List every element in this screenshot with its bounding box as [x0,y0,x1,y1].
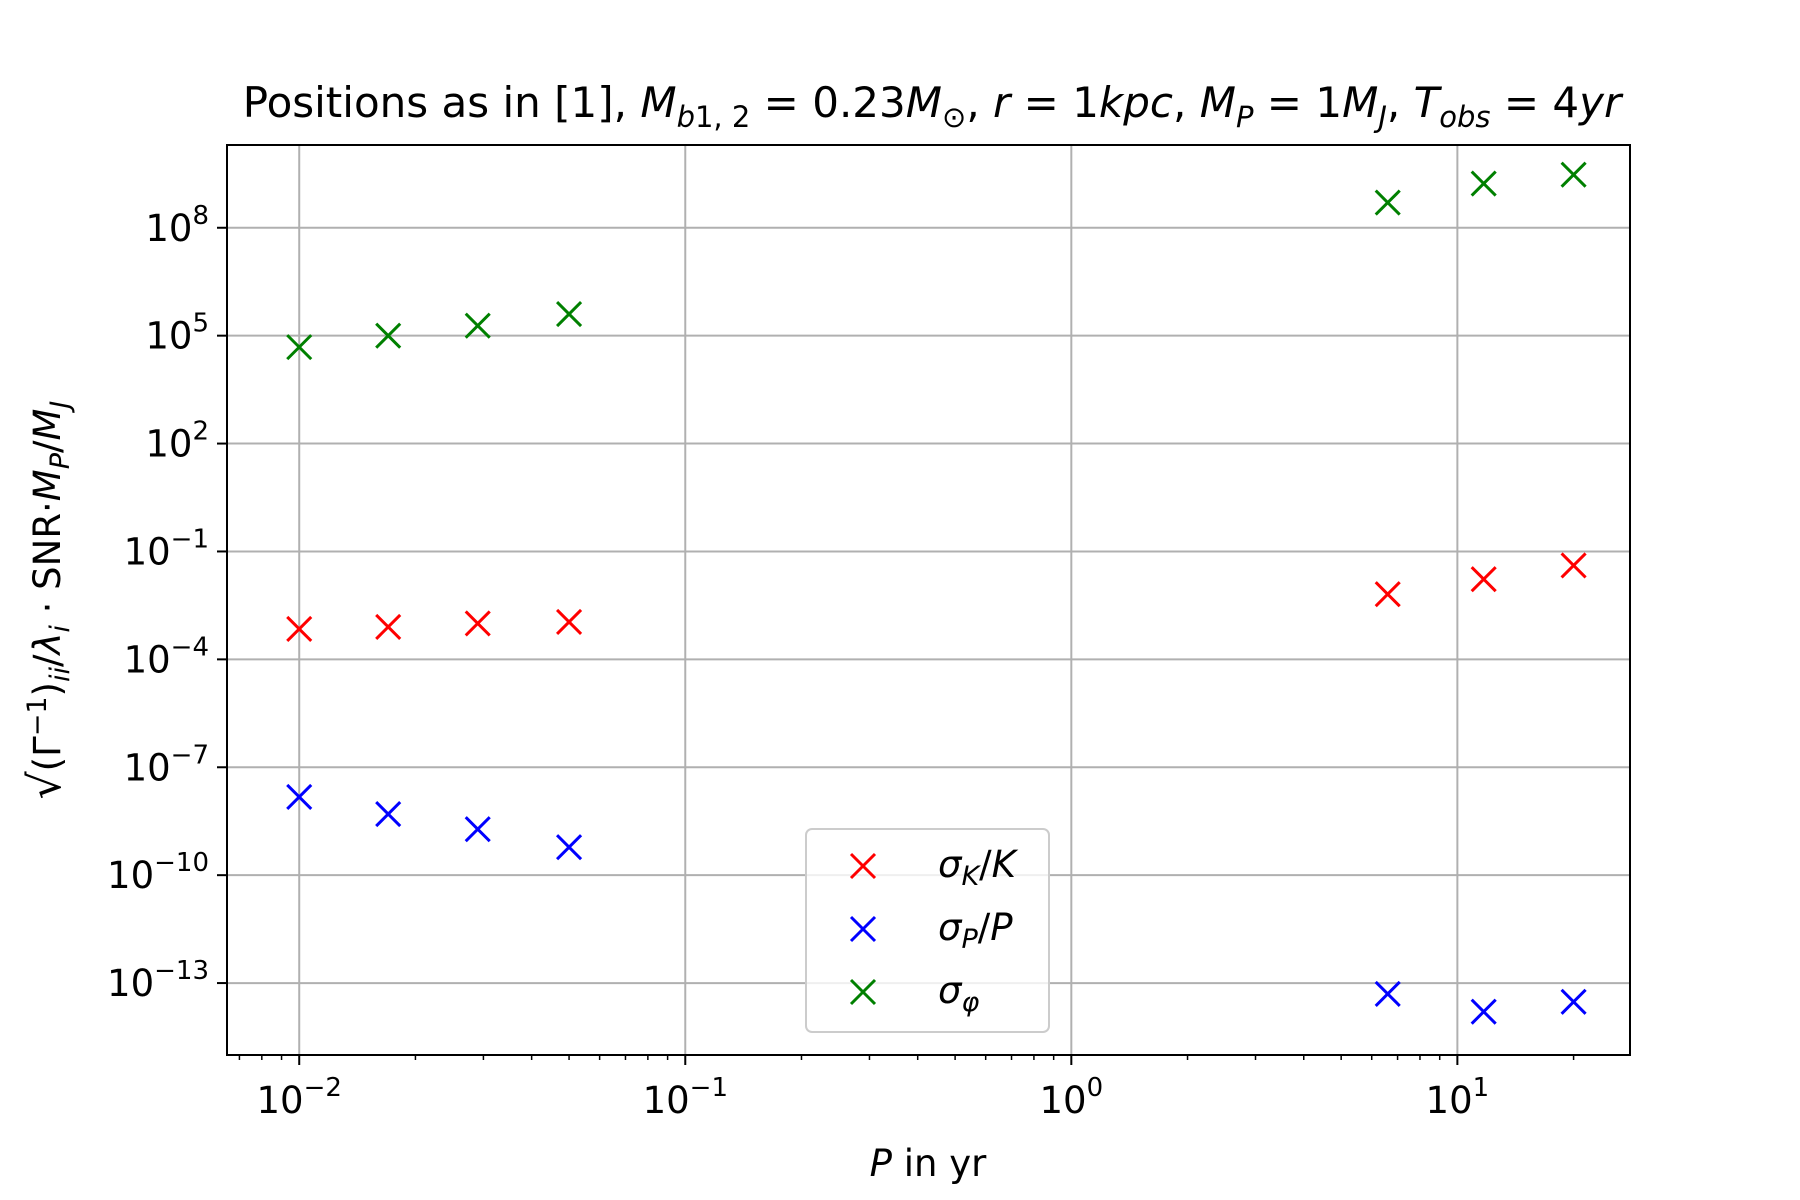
data-point-sigma-p [1560,988,1587,1015]
data-point-sigma-phi [556,300,583,328]
y-axis-label: √(Γ−1)ii/λi · SNR·MP/MJ [20,401,76,800]
data-point-sigma-phi [464,312,491,339]
legend-label-sigma-phi: σφ [938,969,979,1018]
legend-label-sigma-p: σP/P [938,906,1013,955]
series-layer [286,161,1587,1025]
y-tick-label: 10−1 [124,524,209,573]
data-point-sigma-k [1470,566,1497,593]
y-tick-label: 10−7 [124,740,209,789]
x-tick-label: 100 [1040,1073,1104,1122]
x-axis-label: P in yr [870,1142,987,1185]
legend-marker-sigma-p [849,915,877,943]
data-point-sigma-phi [375,322,402,349]
y-tick-label: 105 [145,309,209,358]
data-point-sigma-k [556,608,583,635]
svg-text:√(Γ−1)ii/λi · SNR·MP/MJ: √(Γ−1)ii/λi · SNR·MP/MJ [20,401,76,800]
y-tick-label: 102 [145,417,209,466]
y-tick-label: 108 [145,201,209,250]
data-point-sigma-phi [1470,170,1497,197]
series-sigma-phi [286,161,1587,361]
legend-frame [805,828,1050,1033]
data-point-sigma-p [1470,998,1497,1025]
legend-entry-sigma-p: σP/P [849,906,1013,955]
legend-label-sigma-k: σK/K [938,843,1019,892]
data-point-sigma-p [556,834,583,861]
legend-x-marker [849,978,877,1006]
legend-entry-sigma-phi: σφ [849,969,979,1018]
x-tick-label: 10−2 [257,1073,342,1122]
legend-entry-sigma-k: σK/K [849,843,1019,892]
x-tick-label: 10−1 [643,1073,728,1122]
data-point-sigma-k [375,613,402,640]
legend-marker-sigma-k [849,852,877,880]
y-tick-label: 10−10 [107,848,209,897]
plot-area: 10−2 10−1 100 101 10−13 10−10 10−7 10−4 10−1 102 1… [107,144,1631,1122]
y-tick-label: 10−13 [107,956,209,1005]
data-point-sigma-phi [286,334,313,361]
legend: σK/K σP/P σφ [805,828,1050,1033]
legend-x-marker [849,915,877,943]
series-sigma-p [286,783,1587,1025]
legend-x-marker [849,852,877,880]
data-point-sigma-phi [1374,189,1401,216]
legend-marker-sigma-phi [849,978,877,1006]
data-point-sigma-k [464,610,491,637]
data-point-sigma-phi [1560,161,1587,188]
data-point-sigma-p [464,816,491,843]
y-tick-label: 10−4 [124,632,209,681]
axes-frame [226,144,1631,1056]
data-point-sigma-k [1374,581,1401,608]
grid [227,145,1630,1055]
ticks: 10−2 10−1 100 101 10−13 10−10 10−7 10−4 10−1 102 1… [107,201,1575,1122]
data-point-sigma-p [375,800,402,828]
data-point-sigma-k [1560,552,1587,579]
data-point-sigma-k [286,615,313,643]
x-tick-label: 101 [1426,1073,1490,1122]
series-sigma-k [286,552,1587,643]
data-point-sigma-p [286,783,313,810]
chart-title: Positions as in [1], Mb1, 2 = 0.23M⊙, r … [243,78,1624,134]
data-point-sigma-p [1374,980,1401,1007]
